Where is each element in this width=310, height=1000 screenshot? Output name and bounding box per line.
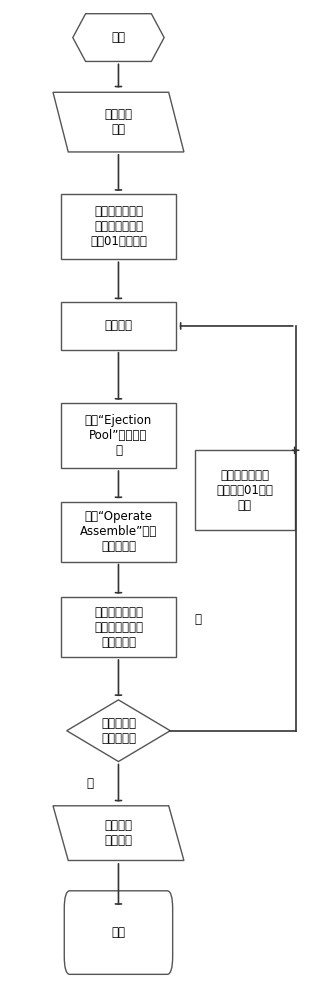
Polygon shape [73,14,164,61]
Text: 采用“Operate
Assemble”优化
总行驶里程: 采用“Operate Assemble”优化 总行驶里程 [80,510,157,553]
Polygon shape [67,700,170,762]
Text: 用当代种群最优
解信息更新量子
位观测模型: 用当代种群最优 解信息更新量子 位观测模型 [94,606,143,649]
Text: 采用“Ejection
Pool”优化车辆
数: 采用“Ejection Pool”优化车辆 数 [85,414,152,457]
FancyBboxPatch shape [61,502,176,562]
FancyBboxPatch shape [195,450,295,530]
Polygon shape [53,92,184,152]
Text: 否: 否 [194,613,201,626]
Text: 是否达到最
大进化代数: 是否达到最 大进化代数 [101,717,136,745]
FancyBboxPatch shape [61,194,176,259]
Text: 输出最终
迭代结果: 输出最终 迭代结果 [104,819,132,847]
Text: 初始量子位观测
模型并观测产生
标净01观测矩阵: 初始量子位观测 模型并观测产生 标净01观测矩阵 [90,205,147,248]
Text: 输入运行
参数: 输入运行 参数 [104,108,132,136]
Polygon shape [53,806,184,860]
FancyBboxPatch shape [61,403,176,468]
Text: 是: 是 [86,777,93,790]
Text: 结束: 结束 [112,926,126,939]
FancyBboxPatch shape [61,597,176,657]
Text: 开始: 开始 [112,31,126,44]
Text: 观测量子位模型
产生标净01观测
矩阵: 观测量子位模型 产生标净01观测 矩阵 [216,469,273,512]
FancyBboxPatch shape [61,302,176,350]
Text: 评价个体: 评价个体 [104,319,132,332]
FancyBboxPatch shape [64,891,173,974]
